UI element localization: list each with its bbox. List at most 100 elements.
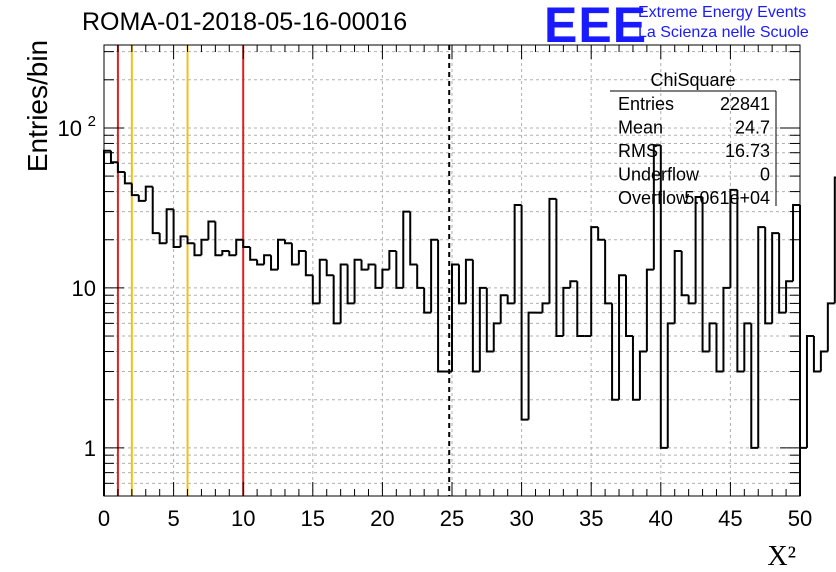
- histogram-bin: [485, 287, 494, 353]
- histogram-bin: [673, 250, 682, 324]
- stats-row-value: 24.7: [735, 118, 770, 138]
- x-tick-label: 30: [509, 506, 533, 531]
- stats-row-value: 22841: [720, 94, 770, 114]
- x-tick-label: 5: [167, 506, 179, 531]
- histogram-bin: [722, 286, 731, 372]
- histogram-bin: [353, 258, 362, 304]
- histogram-bin: [332, 275, 341, 325]
- histogram-bin: [256, 259, 265, 266]
- histogram-bin: [242, 239, 251, 249]
- y-axis-label: Entries/bin: [22, 39, 53, 173]
- histogram-bin: [499, 294, 508, 324]
- axes: 0 5 10 15 20 25 30 35 40 45 50 X² 1 10 10 2: [58, 44, 812, 572]
- histogram-bin: [130, 183, 139, 197]
- x-tick-label: 15: [301, 506, 325, 531]
- histogram-bin: [555, 198, 564, 338]
- histogram-bin: [360, 259, 369, 271]
- histogram-bin: [541, 302, 550, 313]
- histogram-bin: [611, 303, 620, 401]
- reference-lines: [116, 45, 451, 496]
- histogram-bin: [430, 238, 439, 313]
- histogram-bin: [736, 189, 745, 373]
- histogram-bin: [402, 210, 411, 288]
- histogram-bin: [381, 268, 390, 288]
- histogram-bin: [764, 227, 773, 325]
- histogram-bin: [423, 287, 432, 314]
- histogram-bin: [367, 263, 376, 270]
- histogram-bin: [158, 233, 167, 245]
- histogram-bin: [569, 280, 578, 288]
- stats-row-label: Entries: [618, 94, 674, 114]
- histogram-bin: [792, 203, 800, 282]
- stats-row-value: 16.73: [725, 141, 770, 161]
- histogram-bin: [513, 203, 522, 304]
- stats-row-label: Underflow: [618, 165, 700, 185]
- histogram-bin: [833, 176, 836, 304]
- histogram-bin: [708, 322, 717, 352]
- histogram-bin: [638, 350, 647, 400]
- histogram-bin: [743, 322, 752, 372]
- histogram-bin: [457, 264, 466, 305]
- histogram-bin: [478, 286, 487, 372]
- x-tick-label: 25: [440, 506, 464, 531]
- histogram-bin: [819, 350, 828, 372]
- histogram-bin: [249, 247, 258, 261]
- x-tick-label: 0: [98, 506, 110, 531]
- histogram-bin: [715, 323, 724, 373]
- histogram-bin: [290, 243, 299, 266]
- histogram-bin: [548, 197, 557, 304]
- histogram-bin: [263, 254, 272, 265]
- x-axis-label: X²: [767, 541, 796, 572]
- histogram-bin: [451, 263, 459, 372]
- histogram-bin: [416, 264, 425, 289]
- histogram-bin: [590, 226, 599, 337]
- stats-row-label: Overflow: [618, 188, 690, 208]
- logo-line-2: La Scienza nelle Scuole: [638, 24, 809, 41]
- histogram-bin: [492, 322, 501, 352]
- histogram-bin: [527, 311, 536, 420]
- histogram-bin: [729, 188, 738, 288]
- histogram-bin: [618, 274, 626, 400]
- histogram-bin: [339, 263, 348, 324]
- histogram-bin: [325, 259, 334, 277]
- histogram-bin: [799, 204, 807, 449]
- histogram-bin: [179, 235, 188, 248]
- histogram-bin: [757, 226, 766, 448]
- histogram-bin: [471, 259, 480, 373]
- stats-row-value: 0: [760, 165, 770, 185]
- histogram-bin: [652, 144, 661, 270]
- eee-logo: EEE: [544, 0, 648, 53]
- histogram-bin: [437, 239, 446, 373]
- histogram-bin: [137, 195, 146, 202]
- y-tick-label: 10: [58, 116, 82, 141]
- histogram-bin: [165, 208, 174, 244]
- stats-row-label: RMS: [618, 141, 658, 161]
- histogram-bin: [701, 197, 710, 353]
- histogram-bin: [207, 220, 216, 240]
- stats-title: ChiSquare: [650, 70, 735, 90]
- x-tick-label: 50: [788, 506, 812, 531]
- histogram-bin: [562, 286, 571, 337]
- histogram-bin: [506, 295, 515, 305]
- x-tick-label: 45: [718, 506, 742, 531]
- histogram-bin: [625, 275, 633, 338]
- stats-box: ChiSquare Entries 22841 Mean 24.7 RMS 16.73 Und…: [610, 70, 777, 208]
- histogram-bin: [576, 281, 585, 338]
- histogram-bin: [151, 186, 160, 235]
- histogram-bin: [464, 258, 473, 304]
- histogram-bin: [277, 238, 285, 270]
- histogram-bin: [304, 251, 313, 277]
- histogram-bin: [520, 204, 529, 421]
- chart-title: ROMA-01-2018-05-16-00016: [82, 8, 408, 36]
- histogram-bin: [680, 251, 689, 297]
- histogram-bin: [214, 221, 223, 257]
- histogram-bin: [109, 150, 118, 164]
- histogram-bin: [694, 196, 703, 304]
- x-tick-label: 40: [649, 506, 673, 531]
- histogram-bin: [409, 211, 418, 266]
- y-tick-label: 1: [84, 436, 96, 461]
- histogram-bin: [186, 236, 195, 245]
- x-tick-label: 20: [370, 506, 394, 531]
- histogram-bin: [645, 268, 654, 352]
